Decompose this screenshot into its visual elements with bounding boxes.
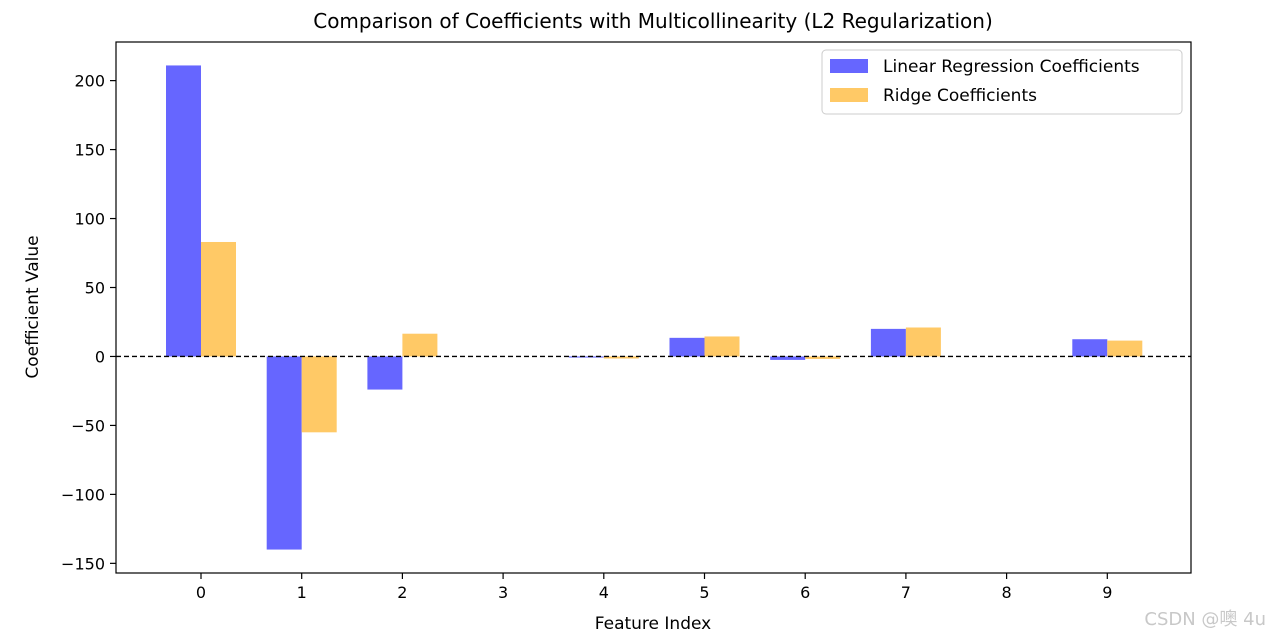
y-tick-label: 200 bbox=[74, 72, 105, 91]
x-tick-label: 7 bbox=[901, 583, 911, 602]
y-tick-label: −50 bbox=[71, 416, 105, 435]
bar-series-0-feature-7 bbox=[870, 328, 906, 357]
y-tick-label: 150 bbox=[74, 141, 105, 160]
x-axis-ticks: 0 1 2 3 4 5 6 7 8 9 bbox=[196, 573, 1112, 602]
bar-series-0-feature-9 bbox=[1072, 339, 1108, 357]
bar-series-0-feature-4 bbox=[568, 356, 604, 358]
x-tick-label: 2 bbox=[397, 583, 407, 602]
bars-layer bbox=[166, 65, 1143, 550]
x-tick-label: 8 bbox=[1002, 583, 1012, 602]
y-tick-label: 100 bbox=[74, 210, 105, 229]
bar-series-0-feature-6 bbox=[770, 356, 806, 360]
plot-frame bbox=[115, 41, 1192, 574]
x-tick-label: 3 bbox=[498, 583, 508, 602]
x-axis-label: Feature Index bbox=[595, 614, 711, 634]
y-axis-ticks: −150 −100 −50 0 50 100 150 200 bbox=[61, 72, 116, 573]
bar-series-0-feature-5 bbox=[669, 337, 705, 357]
bar-series-1-feature-0 bbox=[201, 241, 236, 357]
x-tick-label: 5 bbox=[699, 583, 709, 602]
bar-series-1-feature-2 bbox=[402, 333, 438, 357]
bar-series-0-feature-2 bbox=[367, 356, 403, 390]
chart-title: Comparison of Coefficients with Multicol… bbox=[313, 9, 993, 33]
y-tick-label: −150 bbox=[61, 554, 105, 573]
bar-series-0-feature-1 bbox=[266, 356, 302, 550]
legend-swatch-0 bbox=[830, 59, 868, 73]
y-tick-label: 50 bbox=[85, 279, 105, 298]
bar-series-1-feature-7 bbox=[905, 327, 941, 357]
watermark-text: CSDN @噢 4u bbox=[1144, 609, 1266, 630]
x-tick-label: 1 bbox=[297, 583, 307, 602]
legend-box bbox=[821, 49, 1183, 115]
bar-series-1-feature-9 bbox=[1107, 340, 1143, 357]
bar-series-1-feature-6 bbox=[805, 356, 841, 359]
legend-label-1: Ridge Coefficients bbox=[883, 86, 1037, 106]
bar-series-1-feature-4 bbox=[603, 356, 639, 359]
legend-label-0: Linear Regression Coefficients bbox=[883, 57, 1140, 77]
bar-series-0-feature-0 bbox=[166, 65, 201, 357]
y-axis-label: Coefficient Value bbox=[23, 235, 43, 378]
legend-swatch-1 bbox=[830, 88, 868, 102]
x-tick-label: 0 bbox=[196, 583, 206, 602]
x-tick-label: 4 bbox=[599, 583, 609, 602]
x-tick-label: 6 bbox=[800, 583, 810, 602]
y-tick-label: −100 bbox=[61, 485, 105, 504]
y-tick-label: 0 bbox=[95, 347, 105, 366]
bar-series-1-feature-5 bbox=[704, 336, 740, 357]
bar-series-1-feature-1 bbox=[301, 356, 337, 433]
x-tick-label: 9 bbox=[1102, 583, 1112, 602]
legend: Linear Regression Coefficients Ridge Coef… bbox=[821, 49, 1183, 115]
